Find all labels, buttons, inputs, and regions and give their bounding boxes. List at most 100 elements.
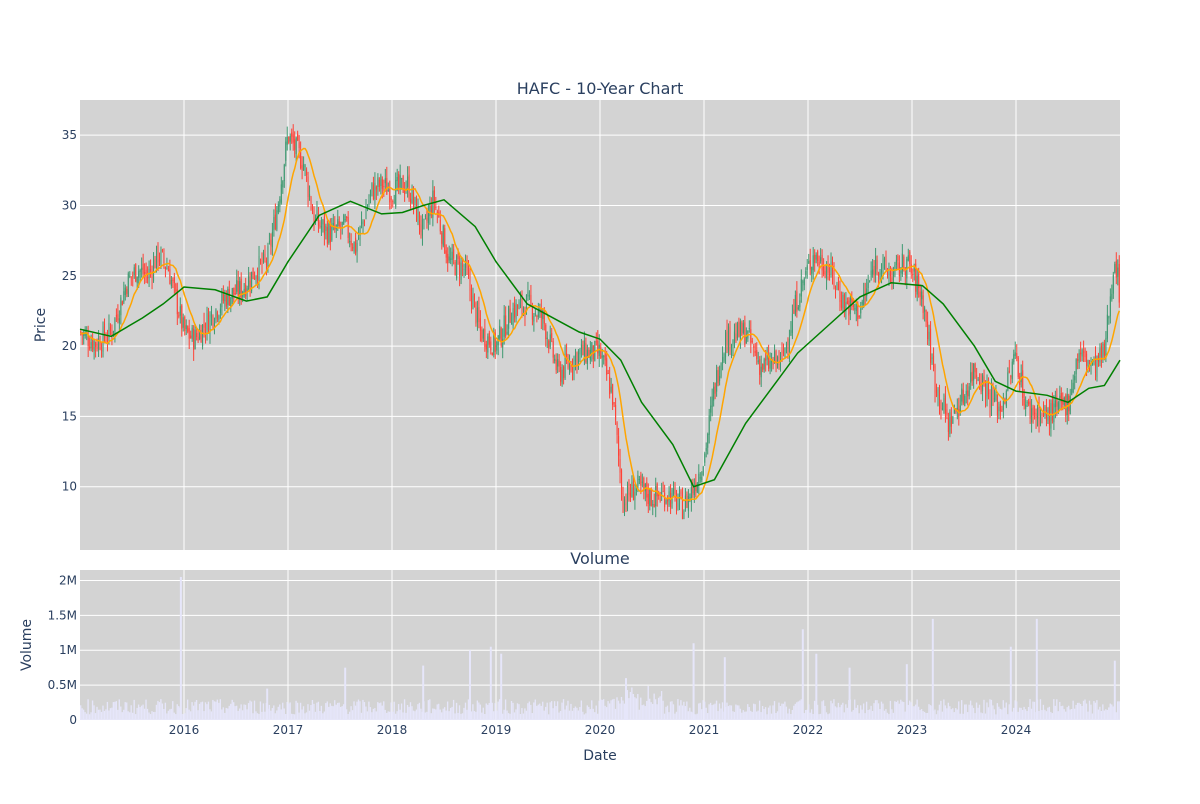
volume-bar [952,708,954,720]
candle-body-up [961,388,963,402]
candle-body-up [1044,406,1046,416]
candle-body-up [836,283,838,285]
candle-body-down [386,177,388,195]
candle-body-down [274,214,276,230]
candle-body-down [992,389,994,402]
candle-body-down [531,307,533,320]
candle-body-down [187,326,189,332]
volume-bar [359,701,361,720]
volume-bar [250,701,253,720]
candle-body-up [515,303,517,320]
volume-bar [194,701,196,720]
volume-bar [845,704,847,720]
volume-bar [614,708,617,720]
candle-body-down [291,132,293,137]
volume-bar [855,707,857,720]
volume-bar [714,703,716,720]
candle-body-up [271,232,273,248]
candle-body-down [462,265,464,267]
candle-body-up [285,141,287,161]
candle-body-down [618,436,620,456]
candle-body-up [295,137,297,155]
volume-bar [184,713,186,720]
volume-bar [708,704,710,720]
volume-bar [516,703,519,720]
volume-bar [464,702,467,720]
volume-bar [672,704,675,720]
volume-bar [536,705,538,720]
volume-bar [219,699,221,720]
volume-bar [1068,705,1070,720]
candle-body-down [540,308,542,318]
candle-body-down [754,351,756,353]
volume-bar [525,710,528,720]
volume-bar [493,711,495,720]
candle-body-up [316,210,318,221]
volume-bar [895,701,897,720]
volume-bar [558,712,560,720]
volume-bar [262,703,265,720]
volume-bar [82,709,85,720]
candle-body-up [711,396,713,408]
candle-body-up [1013,354,1015,363]
candle-body-up [952,416,954,424]
candle-body-up [745,336,747,344]
candle-body-down [346,217,348,219]
candle-body-down [613,402,615,404]
volume-bar [85,713,88,720]
volume-spike-bar [723,657,726,720]
candle-body-down [478,307,480,323]
candle-body-up [870,270,872,277]
candle-body-down [653,504,655,508]
candle-body-up [522,307,525,312]
candle-body-up [760,366,762,378]
volume-spike-bar [625,678,627,720]
volume-bar [105,709,107,720]
volume-bar [189,711,192,720]
volume-bar [285,714,287,720]
volume-bar [981,713,984,720]
candle-body-down [643,477,645,490]
volume-bar [137,704,140,720]
candle-body-down [606,358,608,375]
volume-bar [143,708,146,720]
volume-bar [999,708,1001,720]
candle-body-up [377,177,379,187]
candle-body-down [983,376,985,383]
volume-bar [689,707,691,720]
candle-body-up [777,356,779,365]
volume-bar [782,703,785,720]
candle-body-down [196,332,198,337]
candle-body-up [580,344,582,349]
volume-bar [940,700,942,720]
volume-bar [568,710,571,720]
candle-body-up [395,179,397,207]
candle-body-down [1022,370,1024,399]
candle-body-up [826,266,828,279]
volume-bar [961,700,963,720]
candle-body-down [759,359,761,375]
volume-bar [203,711,205,720]
volume-bar [739,708,741,720]
candle-body-up [280,184,282,203]
candle-body-up [598,344,600,357]
volume-bar [213,701,216,720]
candle-body-down [485,344,487,350]
candle-body-down [762,364,764,370]
candle-body-up [799,300,801,308]
candle-body-down [392,201,394,203]
candle-body-up [687,495,689,511]
volume-bar [350,706,352,720]
candle-body-up [421,219,423,236]
volume-bar [160,699,162,720]
volume-bar [669,701,672,720]
candle-body-down [454,261,456,276]
volume-bar [653,693,655,720]
volume-spike-bar [1009,646,1012,720]
volume-bar [553,701,556,720]
volume-bar [586,705,588,720]
volume-bar [885,709,887,720]
volume-bar [966,712,969,720]
volume-bar [971,705,973,720]
candle-body-down [1032,406,1034,416]
